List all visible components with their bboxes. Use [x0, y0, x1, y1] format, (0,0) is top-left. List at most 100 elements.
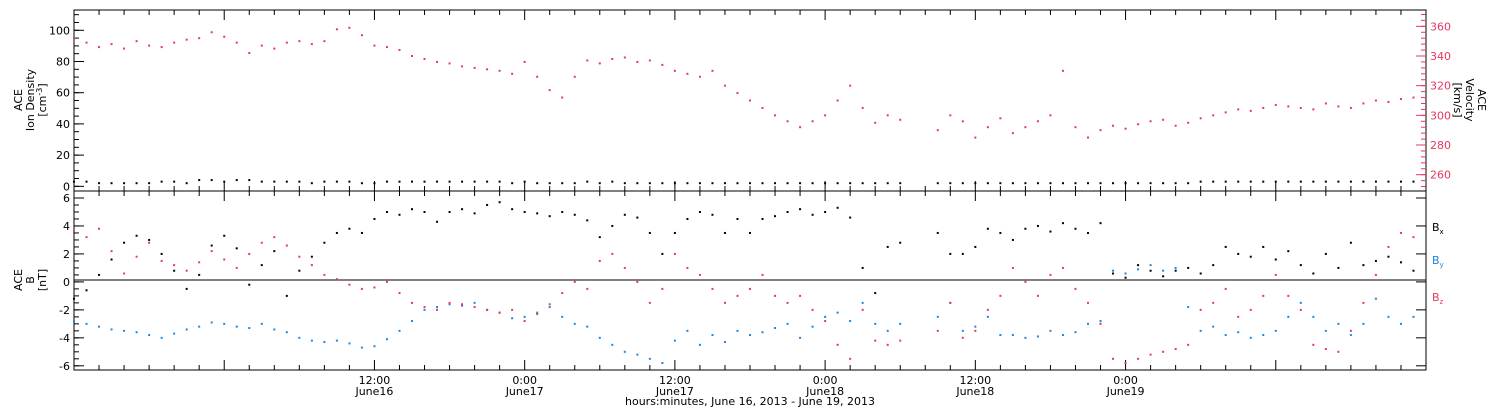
bottom-point — [686, 329, 689, 332]
top-point — [1249, 109, 1252, 112]
top-left-unit-sup: -3 — [35, 88, 44, 96]
top-point — [260, 180, 263, 183]
bottom-point — [1249, 255, 1252, 258]
top-point — [411, 54, 413, 57]
top-right-label-line1: ACE — [1475, 89, 1488, 111]
bottom-point — [536, 212, 539, 215]
bottom-point — [874, 339, 877, 342]
bottom-point — [298, 255, 301, 258]
top-point — [1162, 182, 1165, 185]
top-point — [98, 46, 101, 49]
bottom-point — [1349, 329, 1352, 332]
bottom-point — [348, 283, 351, 286]
top-point — [1049, 114, 1052, 117]
top-point — [160, 46, 163, 49]
top-point — [623, 182, 626, 185]
bottom-point — [523, 320, 526, 323]
bottom-point — [210, 244, 213, 247]
bottom-point — [1011, 266, 1014, 269]
top-point — [110, 43, 113, 46]
bottom-point — [198, 261, 201, 264]
top-point — [1387, 100, 1390, 103]
top-point — [1099, 182, 1102, 185]
bottom-point — [385, 210, 388, 213]
bottom-point — [886, 343, 889, 346]
top-point — [999, 182, 1002, 185]
top-point — [498, 180, 501, 183]
bottom-point — [73, 230, 75, 233]
bottom-point — [248, 283, 251, 286]
bottom-point — [461, 304, 464, 307]
top-point — [736, 182, 739, 185]
bottom-point — [123, 272, 126, 275]
bottom-point — [1312, 343, 1315, 346]
top-point — [423, 180, 426, 183]
bottom-point — [774, 294, 777, 297]
top-point — [273, 47, 276, 50]
top-point — [498, 69, 501, 72]
top-point — [636, 60, 639, 63]
top-point — [886, 114, 889, 117]
bottom-point — [160, 259, 163, 262]
top-point — [723, 182, 726, 185]
bottom-point — [285, 331, 288, 334]
top-point — [736, 92, 739, 95]
bottom-point — [849, 357, 852, 360]
bottom-point — [824, 315, 827, 318]
bottom-point — [235, 247, 238, 250]
bottom-point — [148, 334, 151, 337]
bottom-point — [411, 301, 413, 304]
bottom-point — [961, 252, 964, 255]
bottom-point — [373, 217, 376, 220]
time-tick-label: 12:00 — [959, 374, 991, 387]
bottom-point — [285, 294, 288, 297]
bottom-point — [1262, 334, 1265, 337]
bottom-point — [1412, 269, 1415, 272]
bottom-point — [749, 231, 751, 234]
top-point — [110, 182, 113, 185]
bottom-point — [273, 250, 276, 253]
top-point — [310, 182, 313, 185]
bottom-point — [711, 334, 714, 337]
bottom-point — [1112, 357, 1115, 360]
top-point — [799, 126, 802, 129]
bottom-point — [586, 325, 589, 328]
top-left-unit-end: ] — [36, 83, 49, 87]
bottom-point — [423, 210, 426, 213]
bottom-point — [260, 241, 263, 244]
bottom-point — [123, 241, 126, 244]
bottom-point — [1399, 322, 1402, 325]
bottom-point — [1174, 269, 1177, 272]
bottom-point — [323, 241, 326, 244]
top-left-tick-label: 0 — [63, 180, 70, 193]
date-tick-label: June18 — [805, 385, 844, 398]
top-point — [836, 182, 839, 185]
top-point — [861, 182, 864, 185]
bottom-point — [1224, 287, 1227, 290]
bottom-point — [824, 320, 827, 323]
bottom-point — [73, 320, 75, 323]
top-point — [961, 120, 964, 123]
top-point — [198, 37, 201, 40]
bottom-point — [135, 331, 138, 334]
bottom-point — [749, 334, 751, 337]
top-point — [1287, 180, 1290, 183]
top-point — [961, 182, 964, 185]
top-point — [723, 84, 726, 87]
top-point — [486, 68, 489, 71]
top-point — [373, 44, 376, 47]
bottom-point — [849, 216, 852, 219]
bottom-point — [974, 245, 977, 248]
date-tick-label: June19 — [1106, 385, 1145, 398]
bottom-point — [1024, 336, 1027, 339]
bottom-point — [723, 341, 726, 344]
bottom-point — [1074, 331, 1077, 334]
top-point — [248, 179, 251, 182]
top-point — [373, 182, 376, 185]
bottom-point — [886, 329, 889, 332]
top-point — [824, 182, 827, 185]
top-point — [461, 65, 464, 68]
bottom-point — [736, 217, 739, 220]
top-point — [436, 180, 439, 183]
